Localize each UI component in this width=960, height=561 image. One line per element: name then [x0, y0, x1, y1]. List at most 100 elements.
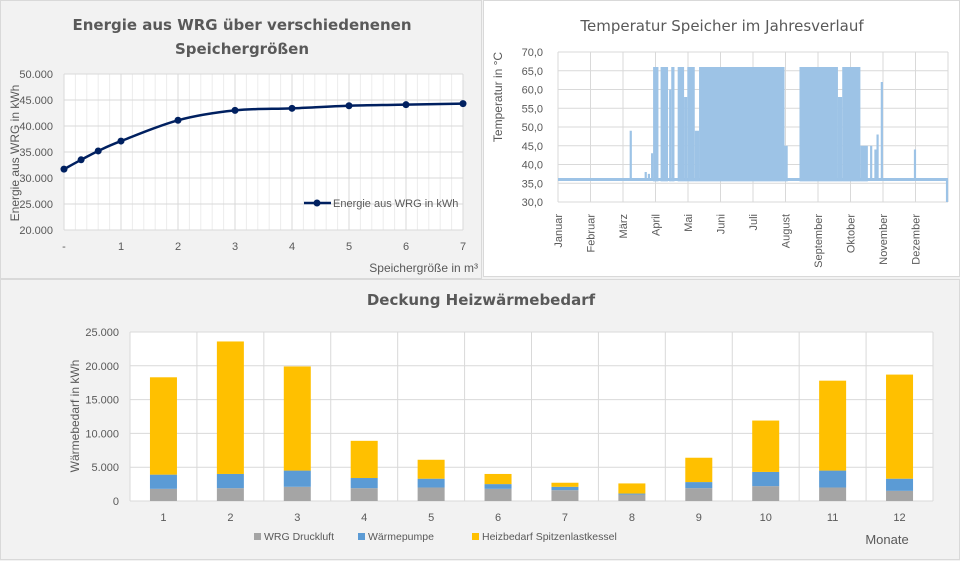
bar-segment — [752, 471, 780, 487]
temperature-spike — [913, 149, 917, 180]
data-point — [288, 104, 296, 112]
temperature-band — [671, 67, 675, 182]
legend: Energie aus WRG in kWh — [304, 198, 458, 210]
y-tick-label: 10.000 — [85, 428, 119, 440]
bar-segment — [685, 457, 713, 483]
wrg-energy-chart-panel[interactable]: Energie aus WRG über verschiedenenen Spe… — [0, 0, 482, 279]
y-tick-label: 0 — [113, 496, 119, 508]
temperature-band — [660, 67, 669, 182]
bar-segment — [484, 473, 512, 485]
x-tick-label: April — [651, 214, 663, 236]
legend-label: Wärmepumpe — [368, 531, 434, 543]
bar-segment — [886, 374, 914, 479]
x-tick-label: Februar — [586, 214, 598, 253]
bar-segment — [283, 486, 311, 501]
data-point — [60, 165, 68, 173]
data-point — [117, 137, 125, 145]
data-point — [94, 147, 102, 155]
x-tick-label: Juli — [748, 214, 760, 231]
temperature-spike — [644, 172, 647, 180]
heat-demand-chart-panel[interactable]: Deckung Heizwärmebedarf 0 5.000 10.000 15.0… — [0, 279, 960, 560]
data-point — [345, 102, 353, 110]
series-line — [63, 102, 464, 171]
y-tick-label: 35.000 — [19, 147, 53, 159]
temperature-spike — [945, 179, 949, 202]
legend-label: Heizbedarf Spitzenlastkessel — [482, 531, 617, 543]
y-tick-label: 15.000 — [85, 395, 119, 407]
temperature-band — [842, 67, 861, 182]
x-tick-label: 7 — [562, 512, 568, 524]
temperature-spike — [880, 82, 883, 180]
x-tick-label: Oktober — [846, 214, 858, 253]
temperature-chart: Temperatur Speicher im Jahresverlauf 30,… — [491, 17, 949, 268]
y-tick-label: 35,0 — [522, 178, 543, 190]
temperature-band — [784, 145, 788, 182]
bar-segment — [819, 380, 847, 471]
y-tick-label: 25.000 — [85, 327, 119, 339]
x-tick-label: August — [781, 214, 793, 248]
x-tick-label: 5 — [346, 241, 352, 253]
data-point — [174, 116, 182, 124]
x-axis-label: Monate — [865, 532, 908, 547]
y-tick-label: 40,0 — [522, 160, 543, 172]
bar-segment — [149, 474, 177, 489]
temperature-band — [694, 130, 700, 182]
x-tick-label: 9 — [696, 512, 702, 524]
y-tick-label: 65,0 — [522, 66, 543, 78]
x-tick-label: Juni — [716, 214, 728, 234]
x-tick-label: März — [618, 214, 630, 238]
bar-segment — [484, 488, 512, 501]
temperature-spike — [629, 130, 632, 180]
x-tick-label: 3 — [294, 512, 300, 524]
temperature-spike — [870, 145, 873, 180]
temperature-band — [653, 67, 659, 182]
y-tick-label: 55,0 — [522, 103, 543, 115]
temperature-band — [799, 67, 838, 182]
bar-segment — [819, 487, 847, 501]
x-tick-label: Januar — [553, 214, 565, 248]
bar-segment — [350, 488, 378, 501]
chart-title: Temperatur Speicher im Jahresverlauf — [579, 17, 864, 35]
x-tick-label: 1 — [160, 512, 166, 524]
data-point — [77, 156, 85, 164]
bar-segment — [417, 459, 445, 479]
y-tick-label: 70,0 — [522, 47, 543, 59]
bar-segment — [685, 482, 713, 489]
data-point — [459, 100, 467, 108]
x-tick-label: Mai — [683, 214, 695, 232]
bar-segment — [216, 341, 244, 474]
x-tick-label: 1 — [118, 241, 124, 253]
bar-segment — [216, 488, 244, 501]
temperature-spike — [647, 173, 651, 180]
x-tick-label: - — [62, 241, 66, 253]
bar-segment — [685, 488, 713, 501]
temperature-band — [699, 67, 785, 182]
y-tick-label: 30.000 — [19, 173, 53, 185]
bar-segment — [752, 420, 780, 472]
bar-segment — [149, 488, 177, 501]
wrg-energy-chart: Energie aus WRG über verschiedenenen Spe… — [8, 16, 478, 275]
chart-title-line2: Speichergrößen — [175, 40, 309, 58]
bar-segment — [551, 486, 579, 491]
x-tick-label: November — [878, 214, 890, 265]
legend: WRG Druckluft Wärmepumpe Heizbedarf Spitze… — [254, 531, 617, 543]
bar-segment — [417, 487, 445, 501]
x-tick-label: 6 — [403, 241, 409, 253]
temperature-chart-panel[interactable]: Temperatur Speicher im Jahresverlauf 30,… — [483, 0, 960, 277]
data-point — [231, 106, 239, 114]
x-tick-label: 3 — [232, 241, 238, 253]
bar-segment — [886, 478, 914, 491]
x-tick-label: 12 — [893, 512, 905, 524]
x-tick-label: 8 — [629, 512, 635, 524]
y-axis-label: Temperatur in °C — [491, 52, 505, 142]
x-axis-label: Speichergröße in m³ — [369, 261, 478, 275]
y-axis-label: Energie aus WRG in kWh — [8, 85, 22, 222]
bar-segment — [752, 486, 780, 501]
x-tick-label: 4 — [289, 241, 295, 253]
y-tick-label: 20.000 — [85, 361, 119, 373]
temperature-spike — [876, 134, 879, 180]
y-tick-label: 45,0 — [522, 141, 543, 153]
temperature-spike — [874, 149, 877, 180]
bar-segment — [551, 482, 579, 487]
y-tick-label: 50.000 — [19, 69, 53, 81]
